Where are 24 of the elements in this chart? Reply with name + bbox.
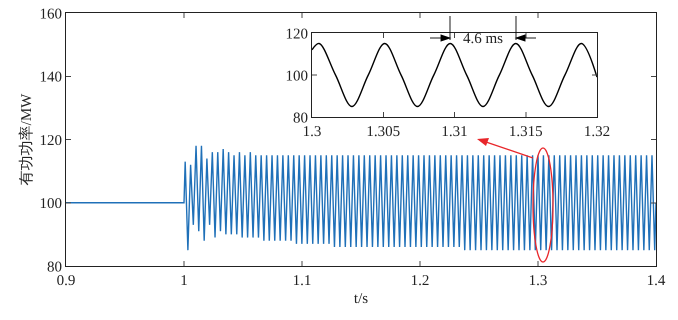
x-axis-title: t/s <box>354 291 368 307</box>
y-tick-label: 100 <box>40 196 62 212</box>
y-tick-label: 120 <box>40 132 62 149</box>
line-series <box>312 42 597 108</box>
y-tick-label: 80 <box>293 110 308 126</box>
y-tick-label: 80 <box>47 259 62 276</box>
x-tick-label: 1.31 <box>441 124 468 140</box>
x-tick-label: 1.315 <box>508 124 543 140</box>
y-tick-label: 160 <box>40 6 62 22</box>
x-tick-label: 0.9 <box>56 273 76 289</box>
x-tick-label: 1.3 <box>302 124 322 140</box>
annotation: 4.6 ms <box>463 31 504 47</box>
line-series <box>66 145 656 251</box>
x-tick-label: 1.32 <box>584 124 610 140</box>
y-tick-label: 120 <box>286 26 308 42</box>
x-tick-label: 1.305 <box>366 124 400 140</box>
y-tick-label: 100 <box>286 68 308 84</box>
x-tick-label: 1.3 <box>528 273 548 289</box>
x-tick-label: 1.4 <box>646 273 666 289</box>
y-tick-label: 140 <box>40 70 62 86</box>
x-tick-label: 1 <box>180 273 188 289</box>
x-tick-label: 1.1 <box>292 273 312 289</box>
y-axis-title: 有功功率/MW <box>18 92 35 186</box>
x-tick-label: 1.2 <box>410 273 430 289</box>
